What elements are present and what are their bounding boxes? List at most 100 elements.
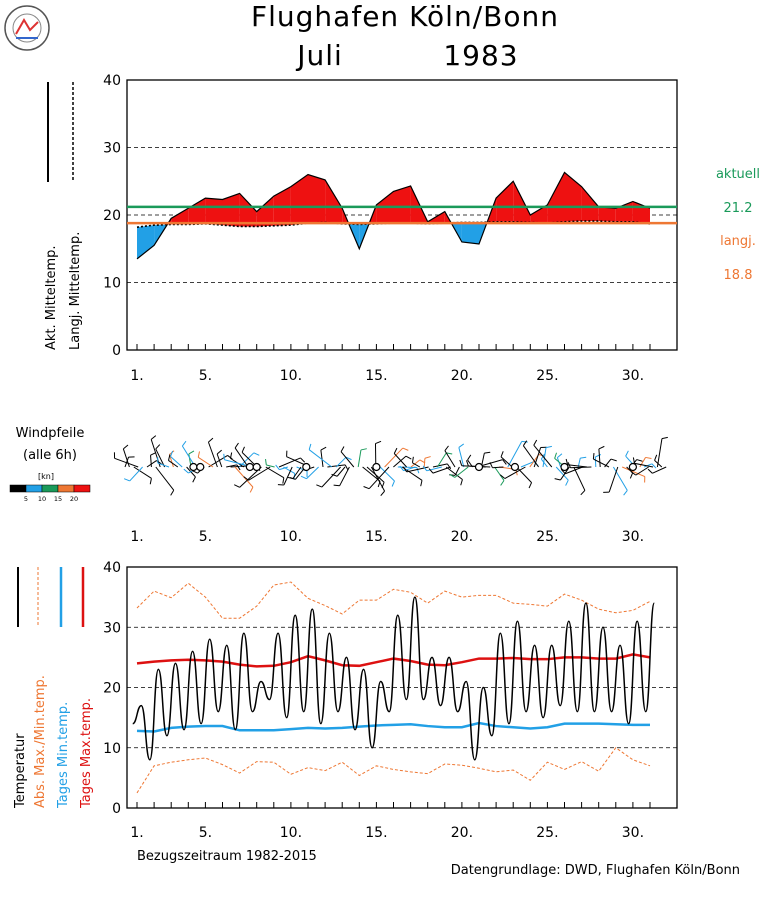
wind-arrow bbox=[157, 462, 170, 468]
wind-arrow-barb bbox=[446, 463, 452, 470]
x-tick-label: 15. bbox=[365, 368, 387, 384]
wind-arrow-barb bbox=[192, 476, 196, 483]
wind-arrow bbox=[436, 452, 447, 468]
above-normal-area bbox=[239, 193, 257, 227]
wind-arrow bbox=[410, 459, 421, 468]
wind-arrow bbox=[384, 447, 404, 468]
wind-arrow bbox=[593, 458, 610, 468]
wind-arrow bbox=[393, 453, 407, 468]
wind-arrow bbox=[500, 456, 513, 468]
y-tick-label: 20 bbox=[103, 208, 121, 224]
abs-min-line bbox=[136, 747, 651, 794]
wind-arrow bbox=[444, 450, 456, 468]
wind-arrow-barb bbox=[416, 467, 420, 474]
wind-arrow bbox=[306, 466, 319, 480]
wind-arrow-barb bbox=[275, 464, 280, 470]
aktuell-value: 21.2 bbox=[724, 201, 753, 216]
x-tick-label: 20. bbox=[451, 825, 473, 841]
wind-arrow bbox=[362, 466, 381, 482]
wind-arrow-barb bbox=[393, 447, 398, 454]
wind-arrow-barb bbox=[236, 464, 241, 471]
above-normal-area bbox=[393, 185, 411, 224]
wind-arrow bbox=[122, 448, 130, 468]
wind-arrow bbox=[248, 466, 271, 481]
x-tick-label: 25. bbox=[536, 368, 558, 384]
wind-arrow bbox=[635, 466, 649, 476]
wind-arrow-barb bbox=[502, 459, 507, 465]
y-tick-label: 30 bbox=[103, 620, 121, 636]
wind-arrow bbox=[133, 466, 152, 479]
wind-arrow bbox=[432, 463, 448, 468]
calm-marker bbox=[252, 462, 261, 472]
wind-arrow bbox=[292, 466, 302, 479]
wind-arrow bbox=[533, 447, 542, 468]
title-year: 1983 bbox=[443, 39, 518, 72]
y-tick-label: 30 bbox=[103, 141, 121, 157]
wind-arrow-barb bbox=[170, 489, 175, 496]
above-normal-area bbox=[171, 208, 189, 225]
x-tick-label: 1. bbox=[130, 368, 143, 384]
y-tick-label: 0 bbox=[112, 801, 121, 817]
wind-arrow bbox=[652, 466, 667, 474]
y-tick-label: 10 bbox=[103, 276, 121, 292]
legend-temperatur: Temperatur bbox=[13, 733, 28, 809]
wind-arrow-barb bbox=[289, 477, 296, 480]
above-normal-area bbox=[530, 204, 548, 224]
wind-arrow bbox=[168, 454, 174, 468]
y-tick-label: 40 bbox=[103, 560, 121, 576]
wind-arrow-barb bbox=[308, 443, 312, 450]
wind-arrow bbox=[492, 466, 504, 469]
wind-arrow-barb bbox=[411, 456, 414, 463]
wind-arrow-barb bbox=[360, 448, 367, 451]
wind-arrow-barb bbox=[647, 468, 653, 474]
wind-arrow-barb bbox=[458, 443, 465, 448]
wind-arrow-barb bbox=[446, 452, 453, 455]
wind-scale-unit: [kn] bbox=[38, 472, 54, 481]
wind-subtitle: (alle 6h) bbox=[23, 448, 77, 463]
x-tick-label: 15. bbox=[365, 825, 387, 841]
wind-arrow bbox=[458, 447, 465, 468]
wind-arrow bbox=[129, 466, 143, 482]
wind-arrow-barb bbox=[123, 478, 130, 482]
wind-arrow-barb bbox=[331, 473, 338, 477]
page-title: Flughafen Köln/Bonn bbox=[251, 0, 559, 33]
wind-arrow-barb bbox=[661, 436, 668, 440]
wind-arrows-chart: 1. 5. 10. 15. 20. 25. 30. bbox=[113, 435, 668, 545]
langj-value: 18.8 bbox=[724, 268, 753, 283]
title-month: Juli bbox=[295, 39, 343, 72]
above-normal-area bbox=[547, 172, 565, 224]
wind-arrow bbox=[155, 448, 166, 468]
wind-arrow bbox=[327, 464, 346, 468]
wind-arrow-barb bbox=[651, 463, 657, 469]
below-normal-area bbox=[137, 225, 155, 259]
wind-arrow bbox=[504, 466, 526, 479]
wind-scale-swatch bbox=[9, 484, 27, 493]
wind-arrow-barb bbox=[636, 459, 643, 462]
y-tick-label: 0 bbox=[112, 343, 121, 359]
wind-arrow bbox=[445, 466, 463, 480]
wind-arrow-barb bbox=[249, 486, 254, 493]
mean-temperature-chart: 0 10 20 30 40 1. 5. 10. 15. 20. 25. 30. bbox=[103, 73, 678, 384]
wind-arrow bbox=[320, 449, 324, 468]
x-tick-label: 10. bbox=[280, 825, 302, 841]
calm-marker bbox=[302, 462, 311, 472]
reference-period: Bezugszeitraum 1982-2015 bbox=[137, 849, 317, 864]
wind-arrow-barb bbox=[449, 473, 456, 478]
aktuell-label: aktuell bbox=[716, 167, 760, 182]
wind-arrow bbox=[573, 466, 586, 491]
wind-arrow-barb bbox=[402, 466, 408, 473]
calm-marker bbox=[196, 462, 205, 472]
wind-arrow-barb bbox=[300, 475, 307, 480]
wind-arrow-barb bbox=[402, 447, 409, 451]
x-tick-label: 25. bbox=[536, 529, 558, 545]
wind-arrow-barb bbox=[424, 456, 431, 459]
above-normal-area bbox=[581, 186, 599, 222]
wind-arrow-barb bbox=[522, 440, 528, 446]
wind-arrow-barb bbox=[630, 471, 637, 476]
x-tick-label: 10. bbox=[280, 529, 302, 545]
wind-arrow-barb bbox=[489, 462, 493, 468]
x-tick-label: 5. bbox=[199, 825, 212, 841]
wind-arrow-barb bbox=[466, 460, 469, 467]
wind-arrow-barb bbox=[554, 478, 561, 481]
